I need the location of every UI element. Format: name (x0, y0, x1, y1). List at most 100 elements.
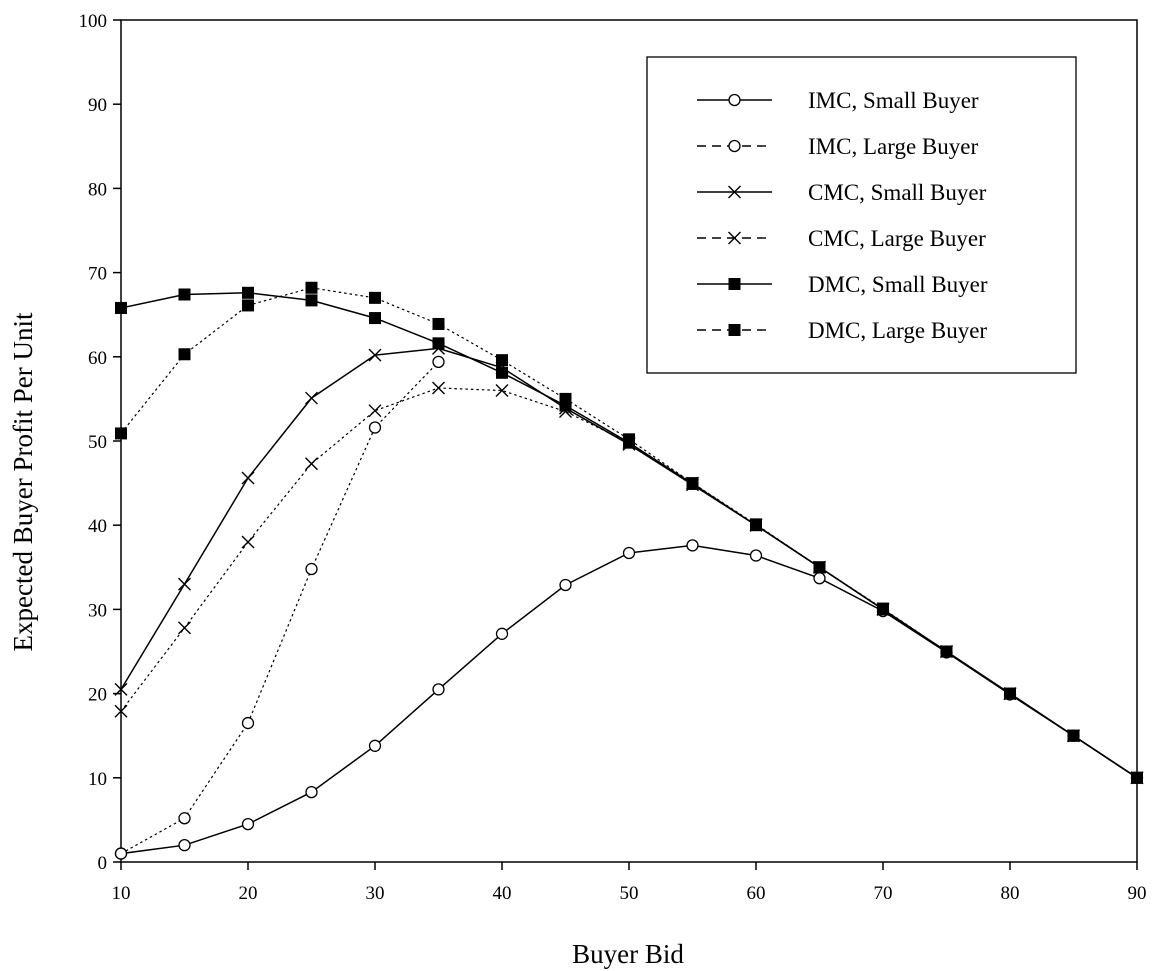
data-point (813, 572, 826, 585)
x-tick-label: 60 (747, 883, 766, 904)
y-tick-label: 20 (88, 685, 107, 706)
legend-marker (728, 231, 741, 245)
series-3 (114, 341, 1144, 785)
data-point (368, 421, 382, 434)
data-point (241, 817, 255, 831)
data-point (242, 299, 254, 312)
data-point (432, 355, 445, 369)
data-point (623, 433, 635, 446)
x-marker-stroke (241, 535, 255, 549)
legend-entry: IMC, Large Buyer (697, 134, 978, 159)
x-marker-stroke (178, 577, 191, 591)
y-tick-label: 40 (88, 516, 107, 537)
y-tick-label: 80 (88, 179, 107, 200)
x-marker-stroke (368, 348, 382, 362)
legend-label: CMC, Large Buyer (808, 226, 986, 251)
x-marker-stroke (728, 185, 741, 199)
legend-marker (728, 139, 741, 153)
data-point (940, 645, 953, 658)
legend-label: DMC, Large Buyer (808, 318, 987, 343)
data-point (241, 535, 255, 549)
data-point (305, 562, 318, 576)
series-line (120, 287, 1138, 779)
x-marker-stroke (368, 404, 382, 418)
data-point (368, 739, 382, 752)
y-tick-label: 70 (88, 264, 107, 285)
x-marker-stroke (305, 457, 318, 471)
data-point (242, 286, 254, 299)
data-point (369, 312, 381, 325)
x-tick-label: 30 (366, 883, 385, 904)
x-axis-title: Buyer Bid (572, 939, 684, 969)
data-point (1067, 729, 1080, 742)
legend-label: IMC, Large Buyer (808, 134, 978, 159)
series-6 (115, 281, 1143, 784)
legend-entry: IMC, Small Buyer (697, 88, 979, 113)
data-point (369, 291, 381, 304)
x-marker-stroke (305, 391, 318, 405)
x-tick-label: 40 (493, 883, 512, 904)
data-point (178, 839, 191, 852)
data-point (1131, 771, 1143, 784)
data-point (178, 348, 191, 361)
data-point (496, 354, 508, 367)
y-tick-label: 30 (88, 600, 107, 621)
data-point (368, 348, 382, 362)
x-axis: 10 20 30 40 50 60 70 80 90 (112, 862, 1147, 904)
data-point (749, 549, 763, 562)
y-axis: 0 10 20 30 40 50 60 70 80 90 100 (79, 11, 121, 874)
x-tick-label: 20 (239, 883, 258, 904)
x-marker-stroke (432, 381, 445, 395)
data-point (305, 281, 318, 294)
data-point (114, 682, 128, 696)
legend-entry: DMC, Small Buyer (697, 272, 988, 297)
legend-marker (728, 278, 741, 290)
legend-entry: CMC, Large Buyer (697, 226, 986, 251)
data-point (115, 301, 127, 314)
data-point (432, 337, 445, 350)
x-tick-label: 90 (1128, 883, 1147, 904)
data-point (622, 546, 636, 560)
y-tick-label: 10 (88, 769, 107, 790)
data-point (686, 539, 699, 552)
x-marker-stroke (114, 704, 128, 718)
legend-entry: DMC, Large Buyer (697, 318, 987, 343)
x-marker-stroke (178, 621, 191, 635)
data-point (496, 366, 508, 379)
y-tick-label: 100 (79, 11, 108, 32)
data-point (305, 294, 318, 307)
legend-box (646, 56, 1077, 374)
legend: IMC, Small Buyer IMC, Large Buyer CMC, Sma… (646, 56, 1077, 374)
data-point (115, 427, 127, 440)
legend-marker (728, 185, 741, 199)
data-point (432, 317, 445, 330)
legend-entry: CMC, Small Buyer (697, 180, 987, 205)
legend-label: IMC, Small Buyer (808, 88, 979, 113)
data-point (495, 627, 509, 640)
series-line (120, 361, 439, 855)
x-tick-label: 80 (1001, 883, 1020, 904)
data-point (368, 404, 382, 418)
y-tick-label: 60 (88, 348, 107, 369)
data-point (495, 383, 509, 397)
series-2 (114, 355, 445, 860)
series-1 (114, 539, 1144, 860)
data-point (432, 683, 445, 696)
legend-marker (728, 324, 741, 336)
y-tick-label: 50 (88, 432, 107, 453)
data-point (877, 602, 889, 615)
series-line (120, 347, 1138, 779)
data-point (178, 812, 191, 825)
data-point (559, 392, 572, 405)
series-line (120, 544, 1138, 855)
x-marker-stroke (495, 383, 509, 397)
data-point (241, 471, 255, 485)
data-point (178, 288, 191, 301)
legend-label: DMC, Small Buyer (808, 272, 988, 297)
data-point (686, 477, 699, 490)
data-point (178, 621, 191, 635)
x-tick-label: 70 (874, 883, 893, 904)
x-tick-label: 10 (112, 883, 131, 904)
data-point (750, 518, 762, 531)
